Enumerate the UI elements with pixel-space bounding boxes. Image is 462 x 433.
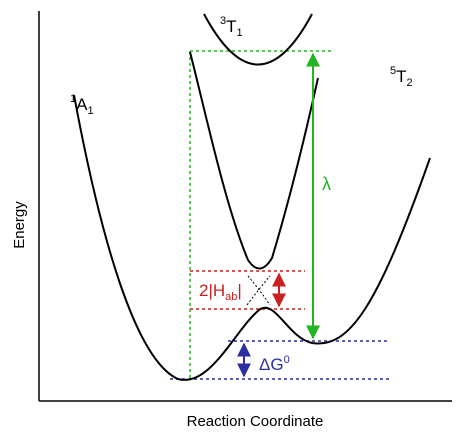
diabatic-crossing: [246, 275, 271, 306]
upper-adiabatic-curve: [189, 51, 319, 270]
state-label-t2: 5T2: [390, 65, 413, 89]
y-axis-label: Energy: [11, 201, 28, 249]
t1-curve: [203, 13, 313, 66]
lower-adiabatic-curve: [73, 94, 431, 381]
state-label-a1: 1A1: [70, 93, 94, 117]
lambda-label: λ: [322, 174, 331, 194]
x-axis-label: Reaction Coordinate: [187, 413, 324, 430]
state-label-t1: 3T1: [220, 15, 243, 39]
delta-g-label: ΔG0: [259, 354, 290, 374]
hab-label: 2|Hab|: [199, 281, 242, 303]
